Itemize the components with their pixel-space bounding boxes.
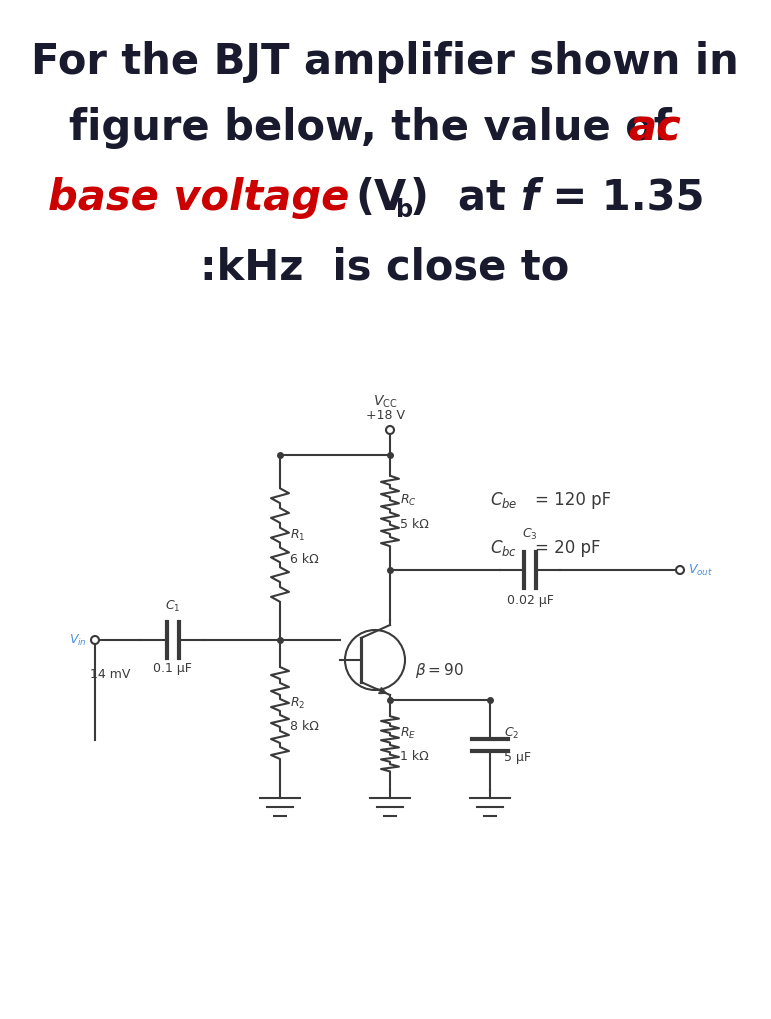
Text: $C_3$: $C_3$	[522, 527, 538, 542]
Text: = 120 pF: = 120 pF	[535, 491, 611, 510]
Text: $R_2$: $R_2$	[290, 695, 305, 710]
Text: 6 kΩ: 6 kΩ	[290, 553, 318, 566]
Text: figure below, the value of: figure below, the value of	[69, 107, 701, 149]
Text: = 1.35: = 1.35	[538, 177, 705, 219]
Text: 14 mV: 14 mV	[90, 668, 130, 681]
Text: :kHz  is close to: :kHz is close to	[200, 247, 570, 289]
Text: $C_2$: $C_2$	[504, 726, 520, 741]
Text: 0.02 μF: 0.02 μF	[507, 594, 554, 607]
Text: 0.1 μF: 0.1 μF	[153, 662, 192, 675]
Text: $\beta = 90$: $\beta = 90$	[415, 660, 464, 680]
Text: f: f	[521, 177, 539, 219]
Text: $R_1$: $R_1$	[290, 528, 305, 543]
Text: b: b	[396, 198, 413, 222]
Text: 1 kΩ: 1 kΩ	[400, 751, 429, 763]
Text: +18 V: +18 V	[365, 409, 405, 422]
Text: $C_1$: $C_1$	[165, 599, 180, 614]
Text: $V_{in}$: $V_{in}$	[69, 633, 87, 647]
Text: 5 μF: 5 μF	[504, 751, 531, 763]
Text: $R_E$: $R_E$	[400, 726, 416, 741]
Text: $R_C$: $R_C$	[400, 493, 417, 508]
Text: 5 kΩ: 5 kΩ	[400, 518, 429, 531]
Text: base voltage: base voltage	[48, 177, 349, 219]
Text: )  at: ) at	[410, 177, 535, 219]
Text: $C_{bc}$: $C_{bc}$	[490, 538, 517, 558]
Text: $V_{\mathregular{CC}}$: $V_{\mathregular{CC}}$	[372, 393, 397, 410]
Text: ac: ac	[628, 107, 681, 149]
Text: $C_{be}$: $C_{be}$	[490, 490, 517, 510]
Text: (V: (V	[355, 177, 406, 219]
Text: 8 kΩ: 8 kΩ	[290, 720, 319, 734]
Text: = 20 pF: = 20 pF	[535, 539, 601, 557]
Text: For the BJT amplifier shown in: For the BJT amplifier shown in	[31, 41, 739, 83]
Text: $V_{out}$: $V_{out}$	[688, 562, 713, 578]
